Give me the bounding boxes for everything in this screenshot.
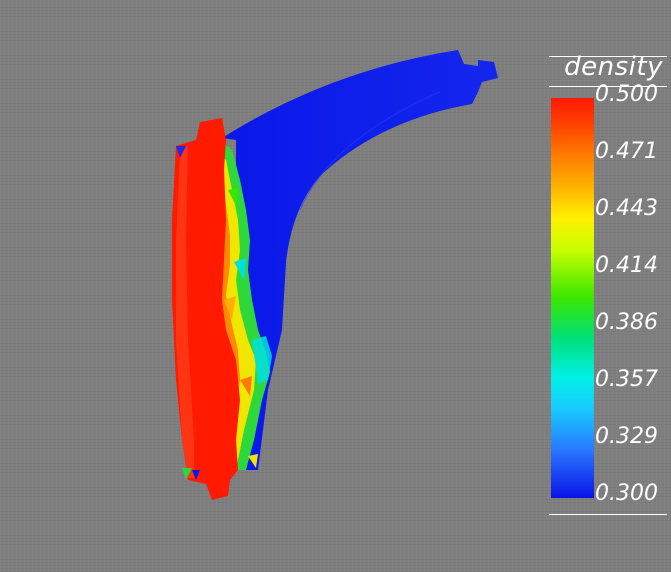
blue-arm: [222, 50, 498, 470]
tick-4: 0.386: [595, 310, 658, 335]
tick-1: 0.471: [595, 139, 658, 164]
tick-0: 0.500: [595, 82, 658, 107]
colorbar: [551, 98, 594, 498]
tick-2: 0.443: [595, 196, 658, 221]
tick-7: 0.300: [595, 481, 658, 506]
tick-3: 0.414: [595, 253, 658, 278]
legend-title-underline: [549, 86, 667, 87]
transition-cyan-speckle: [252, 336, 272, 384]
legend-title: density: [564, 52, 663, 82]
color-legend: density 0.500 0.471 0.443 0.414 0.386 0.…: [545, 52, 671, 522]
red-body-shade: [176, 146, 194, 478]
legend-bottom-rule: [549, 514, 667, 515]
tick-6: 0.329: [595, 424, 658, 449]
legend-top-rule: [549, 56, 667, 57]
tick-5: 0.357: [595, 367, 658, 392]
